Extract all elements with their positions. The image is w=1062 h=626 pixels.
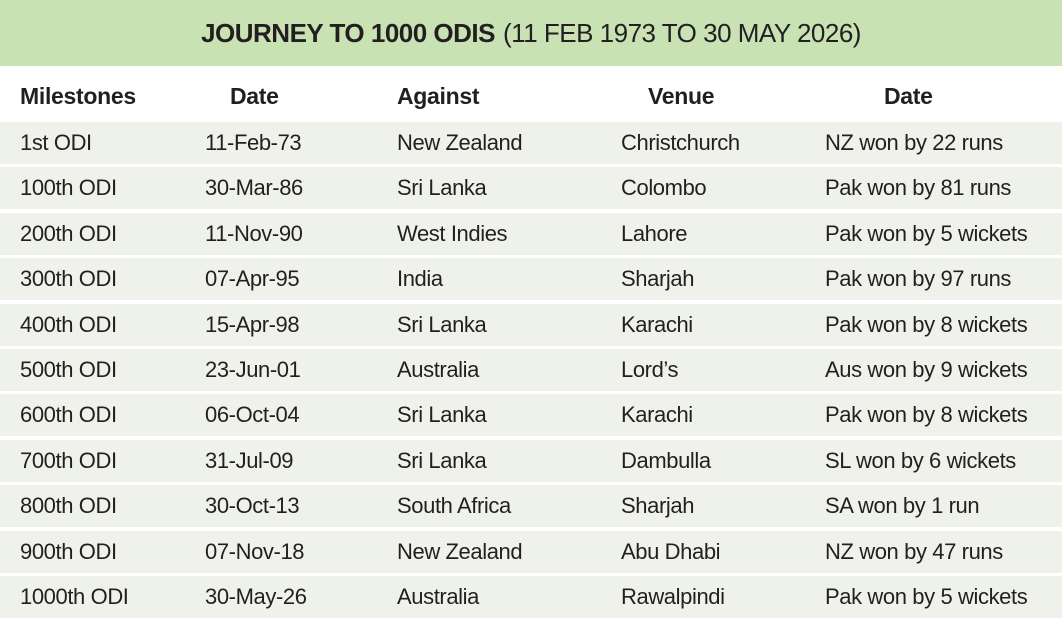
table-cell: 900th ODI [20, 538, 117, 564]
table-cell: 07-Nov-18 [205, 538, 305, 564]
table-cell: 23-Jun-01 [205, 357, 301, 382]
table-cell: 100th ODI [20, 175, 117, 201]
column-header: Milestones [20, 82, 136, 109]
table-cell: Lord’s [621, 357, 679, 382]
table-cell: Pak won by 5 wickets [825, 220, 1028, 246]
table-cell: Pak won by 97 runs [825, 266, 1012, 292]
table-cell: 600th ODI [20, 402, 117, 428]
table-cell: India [397, 266, 443, 292]
table-cell: West Indies [397, 220, 508, 246]
column-header: Venue [648, 82, 715, 109]
table-cell: Australia [397, 584, 479, 609]
header-row: Milestones Date Against Venue Date [0, 70, 1062, 122]
table-cell: Rawalpindi [621, 584, 725, 609]
table-cell: NZ won by 22 runs [825, 130, 1003, 155]
table-cell: Abu Dhabi [621, 538, 721, 564]
table-cell: 700th ODI [20, 447, 117, 473]
table-cell: Sharjah [621, 493, 695, 519]
table-cell: Australia [397, 357, 479, 382]
table-cell: Pak won by 8 wickets [825, 402, 1028, 428]
table-cell: 800th ODI [20, 493, 117, 519]
table-cell: Christchurch [621, 130, 740, 155]
table-cell: 1000th ODI [20, 584, 129, 609]
table-cell: 1st ODI [20, 130, 92, 155]
table-row: 500th ODI 23-Jun-01 Australia Lord’s Aus won… [0, 349, 1062, 391]
table-row: 800th ODI 30-Oct-13 South Africa Sharjah SA … [0, 485, 1062, 528]
table-cell: 200th ODI [20, 220, 117, 246]
table-cell: Karachi [621, 311, 693, 337]
table-cell: New Zealand [397, 130, 523, 155]
column-header: Date [230, 82, 279, 109]
title: JOURNEY TO 1000 ODIS [201, 17, 496, 48]
title-bar: JOURNEY TO 1000 ODIS (11 FEB 1973 TO 30 … [0, 0, 1062, 66]
table-row: 700th ODI 31-Jul-09 Sri Lanka Dambulla SL wo… [0, 439, 1062, 482]
table-cell: 300th ODI [20, 266, 117, 292]
table-cell: South Africa [397, 493, 511, 519]
table-row: 600th ODI 06-Oct-04 Sri Lanka Karachi Pak wo… [0, 394, 1062, 437]
table-cell: Sri Lanka [397, 447, 487, 473]
table-cell: 400th ODI [20, 311, 117, 337]
table-cell: 30-Mar-86 [205, 175, 303, 201]
table-cell: 11-Nov-90 [205, 220, 303, 246]
table-cell: Karachi [621, 402, 693, 428]
table-row: 1000th ODI 30-May-26 Australia Rawalpindi Pa… [0, 576, 1062, 618]
subtitle: (11 FEB 1973 TO 30 MAY 2026) [503, 17, 861, 48]
table-cell: Colombo [621, 175, 707, 201]
table-cell: Aus won by 9 wickets [825, 357, 1028, 382]
table-row: 1st ODI 11-Feb-73 New Zealand Christchurch N… [0, 122, 1062, 164]
table-cell: Sri Lanka [397, 402, 487, 428]
table-row: 900th ODI 07-Nov-18 New Zealand Abu Dhabi NZ… [0, 530, 1062, 573]
column-header: Date [884, 82, 933, 109]
table-cell: 30-Oct-13 [205, 493, 300, 519]
table-cell: SA won by 1 run [825, 493, 980, 519]
table-cell: SL won by 6 wickets [825, 447, 1016, 473]
table-cell: 06-Oct-04 [205, 402, 300, 428]
table-cell: Pak won by 8 wickets [825, 311, 1028, 337]
table-row: 200th ODI 11-Nov-90 West Indies Lahore Pak w… [0, 212, 1062, 255]
table-cell: Sri Lanka [397, 311, 487, 337]
table-cell: Dambulla [621, 447, 711, 473]
table-cell: Pak won by 81 runs [825, 175, 1012, 201]
table-cell: New Zealand [397, 538, 523, 564]
table-row: 400th ODI 15-Apr-98 Sri Lanka Karachi Pak wo… [0, 303, 1062, 346]
column-header: Against [397, 82, 480, 109]
table-cell: 15-Apr-98 [205, 311, 300, 337]
table-cell: 30-May-26 [205, 584, 307, 609]
table-cell: 07-Apr-95 [205, 266, 300, 292]
table-row: 300th ODI 07-Apr-95 India Sharjah Pak won by… [0, 258, 1062, 301]
table-cell: NZ won by 47 runs [825, 538, 1003, 564]
table-cell: Sri Lanka [397, 175, 487, 201]
table-cell: 31-Jul-09 [205, 447, 294, 473]
table-cell: 500th ODI [20, 357, 117, 382]
table-row: 100th ODI 30-Mar-86 Sri Lanka Colombo Pak wo… [0, 167, 1062, 210]
table-cell: 11-Feb-73 [205, 130, 302, 155]
table-cell: Lahore [621, 220, 688, 246]
table-cell: Pak won by 5 wickets [825, 584, 1028, 609]
table-cell: Sharjah [621, 266, 695, 292]
